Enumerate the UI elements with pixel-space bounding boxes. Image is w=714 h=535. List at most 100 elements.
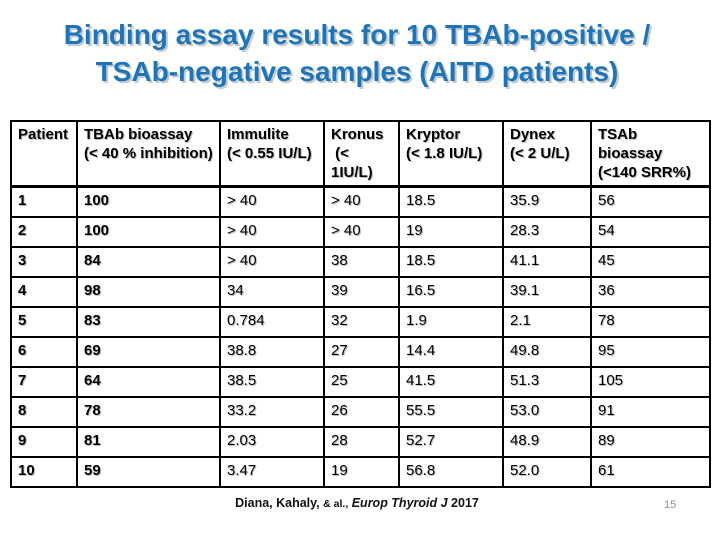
table-cell: 7 xyxy=(10,366,78,398)
citation-year: 2017 xyxy=(451,496,479,510)
column-name: Dynex xyxy=(510,126,556,143)
table-cell: 78 xyxy=(590,306,711,338)
table-row: 9 81 2.03 28 52.7 48.9 89 xyxy=(10,426,711,458)
table-row: 6 69 38.8 27 14.4 49.8 95 xyxy=(10,336,711,368)
table-cell: 5 xyxy=(10,306,78,338)
table-cell: 34 xyxy=(219,276,325,308)
table-cell: 27 xyxy=(323,336,400,368)
table-header-row: Patient TBAb bioassay (< 40 % inhibition)… xyxy=(10,120,711,188)
table-cell: 56.8 xyxy=(398,456,504,488)
column-name: Immulite xyxy=(227,126,289,143)
table-cell: 9 xyxy=(10,426,78,458)
column-header-kronus: Kronus (< 1IU/L) xyxy=(323,120,400,188)
table-cell: 78 xyxy=(76,396,221,428)
column-range: (< 0.55 IU/L) xyxy=(227,145,312,162)
table-cell: 16.5 xyxy=(398,276,504,308)
table-cell: 19 xyxy=(323,456,400,488)
citation-authors: Diana, Kahaly, xyxy=(235,496,320,510)
table-row: 7 64 38.5 25 41.5 51.3 105 xyxy=(10,366,711,398)
column-name: Kryptor xyxy=(406,126,461,143)
table-cell: 1 xyxy=(10,185,78,218)
column-name: Kronus xyxy=(331,126,384,143)
table-cell: 38.5 xyxy=(219,366,325,398)
table-cell: > 40 xyxy=(219,185,325,218)
table-cell: > 40 xyxy=(323,216,400,248)
table-cell: 36 xyxy=(590,276,711,308)
column-range: (< 1.8 IU/L) xyxy=(406,145,483,162)
table-cell: 1.9 xyxy=(398,306,504,338)
column-name: Patient xyxy=(18,126,69,143)
table-cell: 51.3 xyxy=(502,366,592,398)
table-cell: 8 xyxy=(10,396,78,428)
table-cell: 84 xyxy=(76,246,221,278)
column-header-immulite: Immulite (< 0.55 IU/L) xyxy=(219,120,325,188)
column-header-tsab-bioassay: TSAb bioassay (<140 SRR%) xyxy=(590,120,711,188)
table-cell: 2 xyxy=(10,216,78,248)
citation: Diana, Kahaly, & al., Europ Thyroid J 20… xyxy=(0,496,714,510)
column-name: TBAb bioassay xyxy=(84,126,193,143)
table-cell: 89 xyxy=(590,426,711,458)
table-cell: 98 xyxy=(76,276,221,308)
slide-title-line2: TSAb-negative samples (AITD patients) xyxy=(95,56,619,87)
table-row: 3 84 > 40 38 18.5 41.1 45 xyxy=(10,246,711,278)
column-range: (<140 SRR%) xyxy=(598,164,691,181)
table-cell: 38.8 xyxy=(219,336,325,368)
column-range: (< 40 % inhibition) xyxy=(84,145,213,162)
table-cell: 6 xyxy=(10,336,78,368)
table-cell: 32 xyxy=(323,306,400,338)
table-cell: 18.5 xyxy=(398,246,504,278)
table-cell: 100 xyxy=(76,216,221,248)
column-header-kryptor: Kryptor (< 1.8 IU/L) xyxy=(398,120,504,188)
table-cell: 26 xyxy=(323,396,400,428)
table-cell: 48.9 xyxy=(502,426,592,458)
table-cell: 100 xyxy=(76,185,221,218)
table-row: 10 59 3.47 19 56.8 52.0 61 xyxy=(10,456,711,488)
table-cell: 38 xyxy=(323,246,400,278)
column-range: (< 2 U/L) xyxy=(510,145,570,162)
table-cell: 95 xyxy=(590,336,711,368)
slide-title-line1: Binding assay results for 10 TBAb-positi… xyxy=(63,19,651,50)
table-cell: 10 xyxy=(10,456,78,488)
table-cell: 39 xyxy=(323,276,400,308)
table-cell: 61 xyxy=(590,456,711,488)
table-cell: 41.1 xyxy=(502,246,592,278)
citation-journal: Europ Thyroid J xyxy=(351,496,448,510)
table-cell: 14.4 xyxy=(398,336,504,368)
table-cell: 39.1 xyxy=(502,276,592,308)
table-cell: 52.0 xyxy=(502,456,592,488)
column-header-tbab-bioassay: TBAb bioassay (< 40 % inhibition) xyxy=(76,120,221,188)
table-cell: 0.784 xyxy=(219,306,325,338)
table-cell: > 40 xyxy=(323,185,400,218)
table-cell: 49.8 xyxy=(502,336,592,368)
table-cell: 53.0 xyxy=(502,396,592,428)
table-cell: 28.3 xyxy=(502,216,592,248)
table-row: 8 78 33.2 26 55.5 53.0 91 xyxy=(10,396,711,428)
table-cell: > 40 xyxy=(219,246,325,278)
column-range: (< 1IU/L) xyxy=(331,145,373,181)
table-cell: 33.2 xyxy=(219,396,325,428)
table-cell: 45 xyxy=(590,246,711,278)
table-cell: 2.1 xyxy=(502,306,592,338)
table-cell: 3.47 xyxy=(219,456,325,488)
table-cell: 2.03 xyxy=(219,426,325,458)
table-cell: 18.5 xyxy=(398,185,504,218)
table-row: 2 100 > 40 > 40 19 28.3 54 xyxy=(10,216,711,248)
table-cell: 3 xyxy=(10,246,78,278)
slide-title: Binding assay results for 10 TBAb-positi… xyxy=(0,16,714,90)
table-cell: 81 xyxy=(76,426,221,458)
page-number: 15 xyxy=(664,499,677,511)
table-row: 1 100 > 40 > 40 18.5 35.9 56 xyxy=(10,185,711,218)
table-cell: 55.5 xyxy=(398,396,504,428)
table-cell: 28 xyxy=(323,426,400,458)
table-row: 4 98 34 39 16.5 39.1 36 xyxy=(10,276,711,308)
table-row: 5 83 0.784 32 1.9 2.1 78 xyxy=(10,306,711,338)
table-cell: 19 xyxy=(398,216,504,248)
table-cell: 54 xyxy=(590,216,711,248)
column-header-dynex: Dynex (< 2 U/L) xyxy=(502,120,592,188)
table-cell: 35.9 xyxy=(502,185,592,218)
table-cell: 56 xyxy=(590,185,711,218)
table-cell: 59 xyxy=(76,456,221,488)
table-cell: 25 xyxy=(323,366,400,398)
table-cell: 105 xyxy=(590,366,711,398)
